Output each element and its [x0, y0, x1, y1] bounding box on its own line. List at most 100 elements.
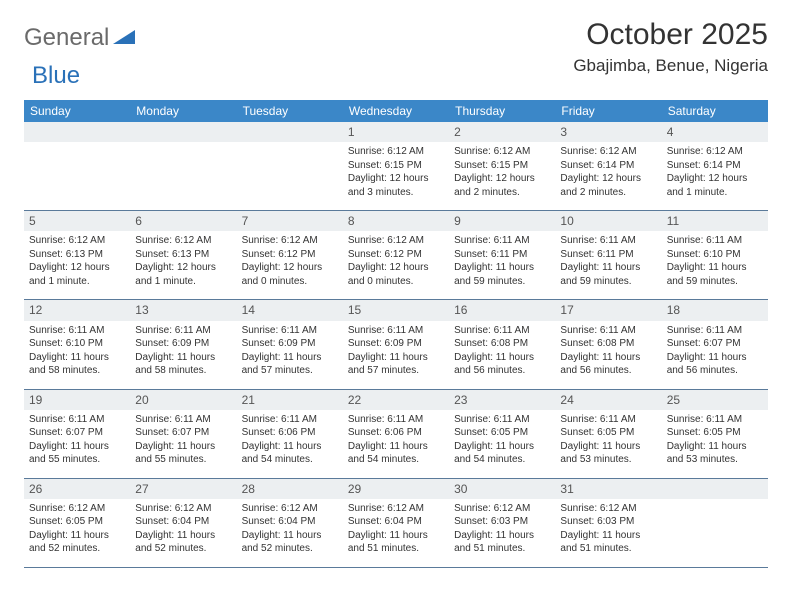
- day-number: 8: [343, 211, 449, 231]
- sunrise-line: Sunrise: 6:12 AM: [348, 145, 444, 159]
- sunset-line: Sunset: 6:03 PM: [454, 515, 550, 529]
- weekday-header-wednesday: Wednesday: [343, 100, 449, 122]
- day-number: 28: [237, 479, 343, 499]
- calendar-cell-empty: [662, 478, 768, 567]
- day-number: 11: [662, 211, 768, 231]
- daylight-line: Daylight: 11 hours and 54 minutes.: [348, 440, 444, 467]
- sunset-line: Sunset: 6:10 PM: [29, 337, 125, 351]
- sunrise-line: Sunrise: 6:12 AM: [560, 502, 656, 516]
- sunrise-line: Sunrise: 6:11 AM: [667, 324, 763, 338]
- day-number: 20: [130, 390, 236, 410]
- sunrise-line: Sunrise: 6:11 AM: [135, 413, 231, 427]
- day-number: 5: [24, 211, 130, 231]
- sunset-line: Sunset: 6:05 PM: [560, 426, 656, 440]
- sunrise-line: Sunrise: 6:11 AM: [348, 324, 444, 338]
- day-number: 30: [449, 479, 555, 499]
- sunrise-line: Sunrise: 6:12 AM: [560, 145, 656, 159]
- daylight-line: Daylight: 11 hours and 51 minutes.: [560, 529, 656, 556]
- sunset-line: Sunset: 6:11 PM: [454, 248, 550, 262]
- calendar-cell: 11Sunrise: 6:11 AMSunset: 6:10 PMDayligh…: [662, 211, 768, 300]
- calendar-cell: 31Sunrise: 6:12 AMSunset: 6:03 PMDayligh…: [555, 478, 661, 567]
- daylight-line: Daylight: 11 hours and 58 minutes.: [29, 351, 125, 378]
- calendar-cell: 10Sunrise: 6:11 AMSunset: 6:11 PMDayligh…: [555, 211, 661, 300]
- daylight-line: Daylight: 12 hours and 0 minutes.: [348, 261, 444, 288]
- sunset-line: Sunset: 6:13 PM: [135, 248, 231, 262]
- calendar-cell: 14Sunrise: 6:11 AMSunset: 6:09 PMDayligh…: [237, 300, 343, 389]
- sunrise-line: Sunrise: 6:12 AM: [29, 234, 125, 248]
- day-number: 24: [555, 390, 661, 410]
- day-body: Sunrise: 6:12 AMSunset: 6:12 PMDaylight:…: [237, 231, 343, 299]
- daylight-line: Daylight: 12 hours and 1 minute.: [667, 172, 763, 199]
- day-body: Sunrise: 6:11 AMSunset: 6:07 PMDaylight:…: [662, 321, 768, 389]
- daylight-line: Daylight: 12 hours and 1 minute.: [135, 261, 231, 288]
- calendar-cell: 20Sunrise: 6:11 AMSunset: 6:07 PMDayligh…: [130, 389, 236, 478]
- day-number: [662, 479, 768, 499]
- calendar-cell: 18Sunrise: 6:11 AMSunset: 6:07 PMDayligh…: [662, 300, 768, 389]
- sunset-line: Sunset: 6:14 PM: [560, 159, 656, 173]
- calendar-cell: 24Sunrise: 6:11 AMSunset: 6:05 PMDayligh…: [555, 389, 661, 478]
- calendar-cell: 8Sunrise: 6:12 AMSunset: 6:12 PMDaylight…: [343, 211, 449, 300]
- sunrise-line: Sunrise: 6:12 AM: [454, 502, 550, 516]
- day-number: [24, 122, 130, 142]
- day-body: Sunrise: 6:12 AMSunset: 6:04 PMDaylight:…: [343, 499, 449, 567]
- calendar-cell: 13Sunrise: 6:11 AMSunset: 6:09 PMDayligh…: [130, 300, 236, 389]
- daylight-line: Daylight: 12 hours and 2 minutes.: [454, 172, 550, 199]
- day-body: Sunrise: 6:11 AMSunset: 6:10 PMDaylight:…: [24, 321, 130, 389]
- sunrise-line: Sunrise: 6:12 AM: [29, 502, 125, 516]
- day-body: Sunrise: 6:12 AMSunset: 6:03 PMDaylight:…: [449, 499, 555, 567]
- sunset-line: Sunset: 6:07 PM: [667, 337, 763, 351]
- calendar-table: SundayMondayTuesdayWednesdayThursdayFrid…: [24, 100, 768, 568]
- sunrise-line: Sunrise: 6:11 AM: [454, 324, 550, 338]
- daylight-line: Daylight: 11 hours and 55 minutes.: [135, 440, 231, 467]
- day-body: [24, 142, 130, 210]
- day-body: Sunrise: 6:11 AMSunset: 6:05 PMDaylight:…: [555, 410, 661, 478]
- sunrise-line: Sunrise: 6:11 AM: [667, 234, 763, 248]
- calendar-cell: 12Sunrise: 6:11 AMSunset: 6:10 PMDayligh…: [24, 300, 130, 389]
- sunset-line: Sunset: 6:08 PM: [560, 337, 656, 351]
- day-number: 21: [237, 390, 343, 410]
- daylight-line: Daylight: 12 hours and 0 minutes.: [242, 261, 338, 288]
- calendar-cell-empty: [237, 122, 343, 211]
- day-body: Sunrise: 6:12 AMSunset: 6:03 PMDaylight:…: [555, 499, 661, 567]
- calendar-cell: 15Sunrise: 6:11 AMSunset: 6:09 PMDayligh…: [343, 300, 449, 389]
- day-number: 23: [449, 390, 555, 410]
- sunset-line: Sunset: 6:09 PM: [135, 337, 231, 351]
- daylight-line: Daylight: 12 hours and 2 minutes.: [560, 172, 656, 199]
- calendar-cell: 4Sunrise: 6:12 AMSunset: 6:14 PMDaylight…: [662, 122, 768, 211]
- calendar-cell: 5Sunrise: 6:12 AMSunset: 6:13 PMDaylight…: [24, 211, 130, 300]
- calendar-cell: 21Sunrise: 6:11 AMSunset: 6:06 PMDayligh…: [237, 389, 343, 478]
- day-number: 2: [449, 122, 555, 142]
- sunset-line: Sunset: 6:04 PM: [135, 515, 231, 529]
- calendar-cell: 27Sunrise: 6:12 AMSunset: 6:04 PMDayligh…: [130, 478, 236, 567]
- sunrise-line: Sunrise: 6:12 AM: [454, 145, 550, 159]
- calendar-row: 5Sunrise: 6:12 AMSunset: 6:13 PMDaylight…: [24, 211, 768, 300]
- day-body: Sunrise: 6:12 AMSunset: 6:05 PMDaylight:…: [24, 499, 130, 567]
- sunrise-line: Sunrise: 6:12 AM: [348, 502, 444, 516]
- sunset-line: Sunset: 6:05 PM: [454, 426, 550, 440]
- sunrise-line: Sunrise: 6:11 AM: [242, 413, 338, 427]
- day-body: Sunrise: 6:11 AMSunset: 6:06 PMDaylight:…: [237, 410, 343, 478]
- sunrise-line: Sunrise: 6:11 AM: [454, 234, 550, 248]
- brand-text-general: General: [24, 24, 109, 52]
- calendar-row: 12Sunrise: 6:11 AMSunset: 6:10 PMDayligh…: [24, 300, 768, 389]
- day-body: Sunrise: 6:12 AMSunset: 6:12 PMDaylight:…: [343, 231, 449, 299]
- day-number: 12: [24, 300, 130, 320]
- daylight-line: Daylight: 11 hours and 52 minutes.: [29, 529, 125, 556]
- daylight-line: Daylight: 11 hours and 52 minutes.: [135, 529, 231, 556]
- day-number: 29: [343, 479, 449, 499]
- daylight-line: Daylight: 11 hours and 55 minutes.: [29, 440, 125, 467]
- sunset-line: Sunset: 6:13 PM: [29, 248, 125, 262]
- daylight-line: Daylight: 11 hours and 57 minutes.: [348, 351, 444, 378]
- calendar-cell: 25Sunrise: 6:11 AMSunset: 6:05 PMDayligh…: [662, 389, 768, 478]
- calendar-cell: 3Sunrise: 6:12 AMSunset: 6:14 PMDaylight…: [555, 122, 661, 211]
- calendar-cell: 17Sunrise: 6:11 AMSunset: 6:08 PMDayligh…: [555, 300, 661, 389]
- weekday-header-tuesday: Tuesday: [237, 100, 343, 122]
- sunrise-line: Sunrise: 6:11 AM: [560, 413, 656, 427]
- sunset-line: Sunset: 6:08 PM: [454, 337, 550, 351]
- sunrise-line: Sunrise: 6:12 AM: [242, 502, 338, 516]
- day-body: Sunrise: 6:11 AMSunset: 6:07 PMDaylight:…: [24, 410, 130, 478]
- day-body: Sunrise: 6:11 AMSunset: 6:05 PMDaylight:…: [662, 410, 768, 478]
- daylight-line: Daylight: 11 hours and 54 minutes.: [242, 440, 338, 467]
- calendar-cell-empty: [130, 122, 236, 211]
- brand-triangle-icon: [113, 28, 135, 49]
